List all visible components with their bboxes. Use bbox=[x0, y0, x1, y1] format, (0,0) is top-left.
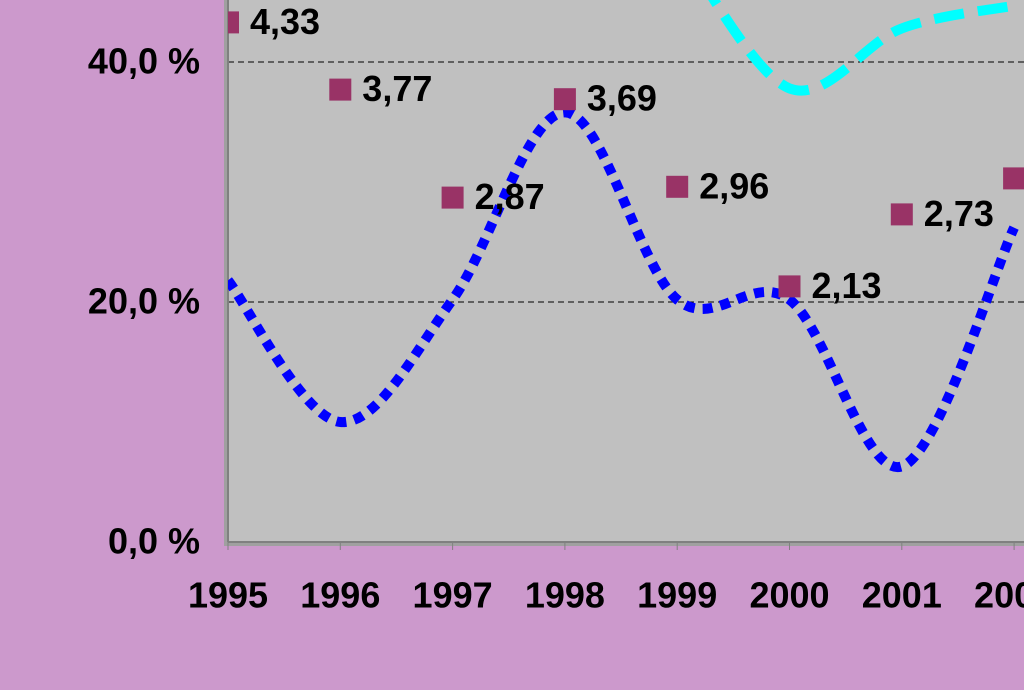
data-label: 3,77 bbox=[362, 68, 432, 109]
x-tick-label: 1999 bbox=[637, 575, 717, 616]
x-tick-label: 2000 bbox=[749, 575, 829, 616]
data-line bbox=[708, 0, 1016, 96]
marker bbox=[553, 88, 576, 111]
data-label: 2,13 bbox=[812, 265, 882, 306]
data-label: 3,69 bbox=[587, 78, 657, 119]
y-tick-label: 20,0 % bbox=[88, 281, 200, 322]
data-label: 4,33 bbox=[250, 1, 320, 42]
marker bbox=[228, 11, 239, 34]
x-tick-label: 2001 bbox=[862, 575, 942, 616]
x-tick-label: 1998 bbox=[525, 575, 605, 616]
marker bbox=[778, 275, 801, 298]
y-tick-label: 0,0 % bbox=[108, 521, 200, 562]
x-tick-label: 2002 bbox=[974, 575, 1024, 616]
plot-area bbox=[228, 0, 1024, 542]
data-label: 2,96 bbox=[699, 165, 769, 206]
x-tick-label: 1995 bbox=[188, 575, 268, 616]
data-label: 2,73 bbox=[924, 193, 994, 234]
marker bbox=[1003, 167, 1024, 190]
marker bbox=[890, 203, 913, 226]
plot-series: 4,33 3,77 2,87 3,69 2,96 2,13 2,73 bbox=[228, 0, 1024, 472]
y-tick-label: 40,0 % bbox=[88, 41, 200, 82]
marker bbox=[666, 175, 689, 198]
marker bbox=[329, 78, 352, 101]
x-tick-label: 1996 bbox=[300, 575, 380, 616]
x-tick-label: 1997 bbox=[413, 575, 493, 616]
marker bbox=[441, 186, 464, 209]
data-label: 2,87 bbox=[475, 176, 545, 217]
